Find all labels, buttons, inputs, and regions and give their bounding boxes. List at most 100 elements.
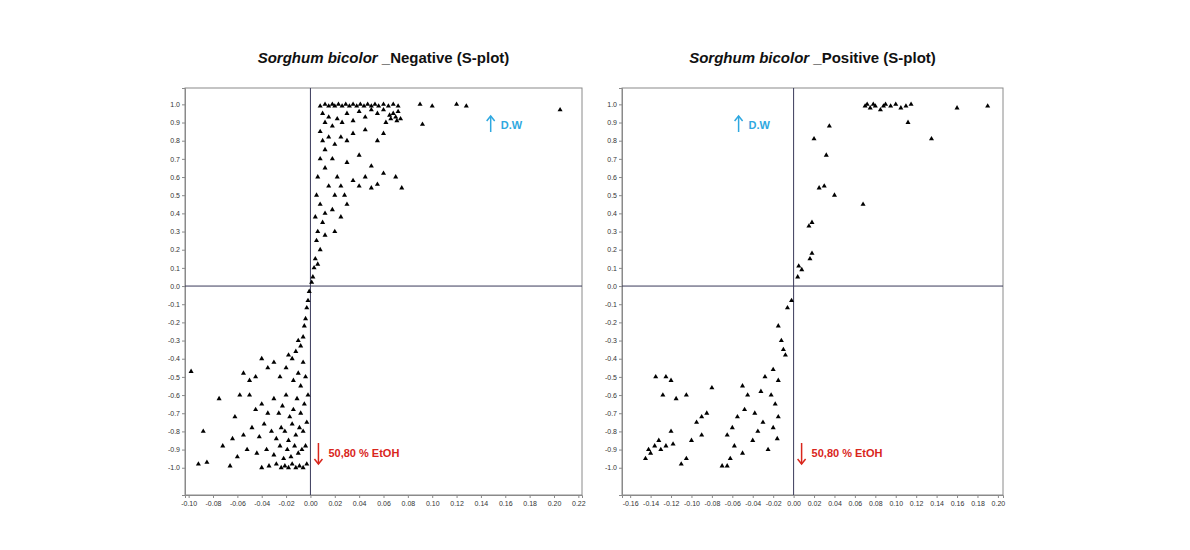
point [955, 105, 960, 109]
point [271, 359, 276, 363]
point [253, 374, 258, 378]
point [393, 174, 398, 178]
point [776, 378, 781, 382]
point [313, 256, 318, 260]
point [323, 210, 328, 214]
point [643, 456, 648, 460]
y-tick-mark [182, 468, 185, 469]
point [196, 461, 201, 465]
point [704, 410, 709, 414]
y-tick: 1.0 [170, 101, 185, 108]
y-tick-label: -0.7 [605, 410, 617, 417]
x-tick-label: -0.08 [704, 500, 720, 507]
point [789, 298, 794, 302]
y-tick-mark [619, 468, 622, 469]
point [298, 383, 303, 387]
point [781, 347, 786, 351]
x-tick-label: -0.16 [623, 500, 639, 507]
point [264, 447, 269, 451]
y-tick: 0.1 [607, 265, 622, 272]
point [381, 170, 386, 174]
point [286, 438, 291, 442]
x-tick: 0.16 [499, 495, 513, 507]
y-tick: -0.9 [605, 446, 622, 453]
point [464, 103, 469, 107]
point [730, 425, 735, 429]
x-tick-label: 0.04 [353, 500, 367, 507]
annotation-text: D.W [749, 119, 771, 131]
point [307, 289, 312, 293]
x-tick-label: -0.10 [181, 500, 197, 507]
point [776, 323, 781, 327]
x-tick-mark [998, 495, 999, 498]
point [653, 374, 658, 378]
point [296, 370, 301, 374]
y-tick-mark [182, 286, 185, 287]
y-tick-label: -0.6 [605, 392, 617, 399]
y-tick-label: -0.5 [605, 374, 617, 381]
y-tick-label: 1.0 [607, 101, 617, 108]
x-tick-label: 0.18 [971, 500, 985, 507]
point [326, 134, 331, 138]
point [381, 101, 386, 105]
x-tick: 0.00 [787, 495, 801, 507]
y-tick-mark [182, 213, 185, 214]
x-tick-mark [335, 495, 336, 498]
x-tick: 0.04 [353, 495, 367, 507]
y-tick-mark [619, 413, 622, 414]
point [304, 305, 309, 309]
y-tick-label: 0.5 [607, 192, 617, 199]
point [745, 392, 750, 396]
y-tick: 0.4 [170, 210, 185, 217]
point [323, 120, 328, 124]
point [296, 450, 301, 454]
point [338, 214, 343, 218]
point [320, 220, 325, 224]
x-tick-label: -0.10 [684, 500, 700, 507]
point [381, 131, 386, 135]
x-tick-label: 0.02 [328, 500, 342, 507]
y-tick: -0.2 [168, 319, 185, 326]
x-tick: 0.00 [304, 495, 318, 507]
point [393, 114, 398, 118]
point [883, 101, 888, 105]
point [758, 389, 763, 393]
point [363, 174, 368, 178]
y-tick: -0.4 [168, 355, 185, 362]
x-tick-label: 0.14 [930, 500, 944, 507]
x-tick-mark [937, 495, 938, 498]
y-tick: -1.0 [605, 464, 622, 471]
y-tick: 0.4 [607, 210, 622, 217]
y-tick: 0.3 [607, 228, 622, 235]
point [303, 316, 308, 320]
point [388, 116, 393, 120]
point [298, 410, 303, 414]
y-tick-label: 0.3 [170, 228, 180, 235]
point [735, 414, 740, 418]
y-tick-mark [619, 322, 622, 323]
y-tick-mark [182, 431, 185, 432]
point [330, 123, 335, 127]
x-tick-mark [578, 495, 579, 498]
point [247, 392, 252, 396]
point [363, 114, 368, 118]
y-tick: -0.9 [168, 446, 185, 453]
zero-line-x [793, 88, 794, 495]
point [776, 414, 781, 418]
y-tick-label: -0.2 [168, 319, 180, 326]
point [769, 392, 774, 396]
y-tick-label: 0.0 [607, 283, 617, 290]
point [824, 152, 829, 156]
point [396, 109, 401, 113]
y-tick-mark [619, 268, 622, 269]
point [323, 165, 328, 169]
y-tick: -0.2 [605, 319, 622, 326]
point [558, 107, 563, 111]
x-tick-label: 0.08 [869, 500, 883, 507]
point [302, 401, 307, 405]
point [646, 447, 651, 451]
y-tick: 0.0 [607, 283, 622, 290]
canvas: -0.10-0.08-0.06-0.04-0.020.000.020.040.0… [0, 0, 1190, 550]
y-tick: 0.8 [607, 137, 622, 144]
point [235, 454, 240, 458]
